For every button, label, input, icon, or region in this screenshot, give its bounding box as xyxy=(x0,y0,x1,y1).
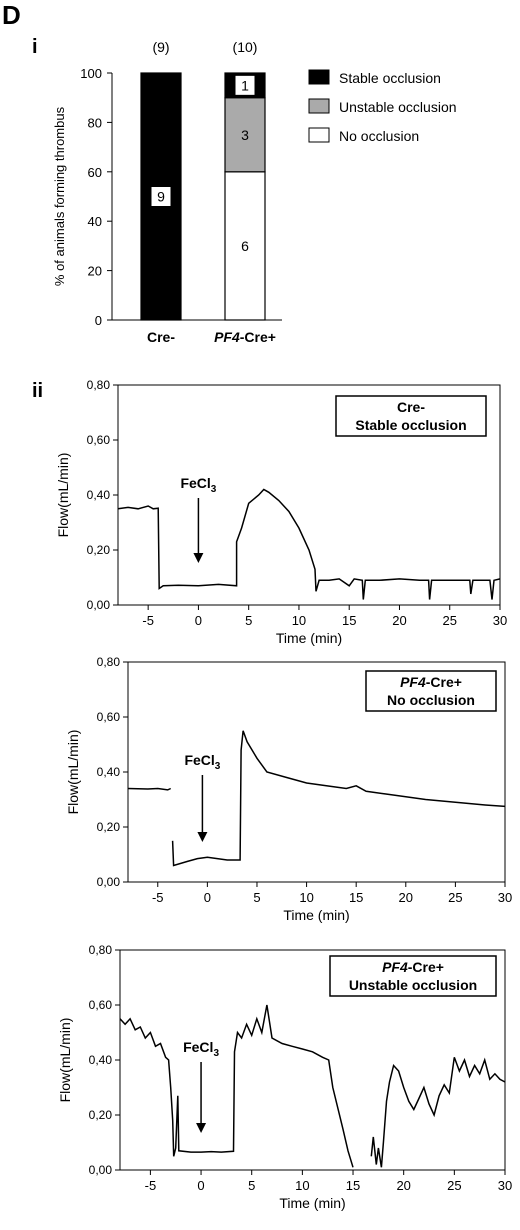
x-tick-label: 25 xyxy=(447,1178,461,1193)
legend-label: No occlusion xyxy=(339,128,419,144)
y-tick-label: 0,60 xyxy=(89,998,113,1012)
x-axis-title: Time (min) xyxy=(279,1195,345,1211)
x-tick-label: 15 xyxy=(342,613,356,628)
y-axis-title: Flow(mL/min) xyxy=(57,1018,73,1103)
y-tick-label: 0,80 xyxy=(87,378,111,392)
bar-value-label: 3 xyxy=(241,127,249,143)
x-tick-label: 20 xyxy=(392,613,406,628)
x-tick-label: 30 xyxy=(498,1178,512,1193)
y-tick-label: 100 xyxy=(80,66,102,81)
x-tick-label: 15 xyxy=(349,890,363,905)
x-tick-label: -5 xyxy=(152,890,164,905)
annotation-arrow-head xyxy=(193,553,204,563)
condition-genotype-label: PF4-Cre+ xyxy=(400,674,462,690)
condition-outcome-label: Stable occlusion xyxy=(355,417,466,433)
x-tick-label: 25 xyxy=(443,613,457,628)
y-tick-label: 0,40 xyxy=(97,765,121,779)
condition-label-box xyxy=(335,395,487,437)
condition-genotype-label: Cre- xyxy=(397,399,425,415)
subpanel-label-i: i xyxy=(32,36,38,58)
legend-swatch xyxy=(308,127,330,143)
condition-label-box xyxy=(365,670,497,712)
x-tick-label: 15 xyxy=(346,1178,360,1193)
y-tick-label: 0,00 xyxy=(97,875,121,889)
y-axis-title: Flow(mL/min) xyxy=(55,453,71,538)
y-axis-title: Flow(mL/min) xyxy=(65,730,81,815)
x-tick-label: 5 xyxy=(245,613,252,628)
x-tick-label: 20 xyxy=(399,890,413,905)
y-tick-label: 60 xyxy=(88,165,102,180)
panel-label: D xyxy=(2,0,21,30)
legend-swatch xyxy=(308,69,330,85)
y-tick-label: 80 xyxy=(88,115,102,130)
fecl3-annotation: FeCl3 xyxy=(183,1039,219,1059)
y-tick-label: 0,40 xyxy=(87,488,111,502)
y-tick-label: 40 xyxy=(88,214,102,229)
y-tick-label: 0,80 xyxy=(97,655,121,669)
bar-segment xyxy=(224,97,266,173)
x-tick-label: 20 xyxy=(396,1178,410,1193)
x-axis-title: Time (min) xyxy=(276,630,342,646)
legend-swatch xyxy=(308,98,330,114)
category-label: Cre- xyxy=(147,329,175,345)
legend-label: Stable occlusion xyxy=(339,70,441,86)
condition-outcome-label: No occlusion xyxy=(387,692,475,708)
flow-trace-line xyxy=(127,787,172,791)
flow-trace-line xyxy=(370,1057,506,1168)
x-tick-label: 10 xyxy=(295,1178,309,1193)
x-tick-label: 0 xyxy=(195,613,202,628)
bar-segment xyxy=(140,72,182,321)
annotation-arrow-head xyxy=(196,1123,207,1133)
annotation-arrow-head xyxy=(197,832,208,842)
y-axis-title: % of animals forming thrombus xyxy=(52,106,67,286)
bar-value-label: 6 xyxy=(241,238,249,254)
fecl3-annotation: FeCl3 xyxy=(180,475,216,495)
x-tick-label: 30 xyxy=(498,890,512,905)
flow-trace-line xyxy=(171,730,506,867)
x-tick-label: 0 xyxy=(204,890,211,905)
bar-segment xyxy=(224,171,266,321)
y-tick-label: 0 xyxy=(95,313,102,328)
x-tick-label: 30 xyxy=(493,613,507,628)
y-tick-label: 0,60 xyxy=(97,710,121,724)
bar-count-label: (10) xyxy=(233,39,258,55)
x-tick-label: 25 xyxy=(448,890,462,905)
subpanel-label-ii: ii xyxy=(32,380,44,402)
x-tick-label: 10 xyxy=(292,613,306,628)
y-tick-label: 20 xyxy=(88,264,102,279)
y-tick-label: 0,60 xyxy=(87,433,111,447)
condition-genotype-label: PF4-Cre+ xyxy=(382,959,444,975)
bar-label-box xyxy=(150,186,172,207)
y-tick-label: 0,20 xyxy=(87,543,111,557)
flow-trace-line xyxy=(119,1004,354,1168)
y-tick-label: 0,20 xyxy=(97,820,121,834)
bar-value-label: 9 xyxy=(157,189,165,205)
legend-label: Unstable occlusion xyxy=(339,99,457,115)
x-tick-label: 5 xyxy=(248,1178,255,1193)
bar-label-box xyxy=(234,74,256,96)
x-tick-label: 10 xyxy=(299,890,313,905)
y-tick-label: 0,40 xyxy=(89,1053,113,1067)
x-tick-label: 0 xyxy=(197,1178,204,1193)
x-tick-label: 5 xyxy=(253,890,260,905)
y-tick-label: 0,80 xyxy=(89,943,113,957)
y-tick-label: 0,00 xyxy=(87,598,111,612)
fecl3-annotation: FeCl3 xyxy=(184,752,220,772)
bar-count-label: (9) xyxy=(152,39,169,55)
y-tick-label: 0,20 xyxy=(89,1108,113,1122)
condition-outcome-label: Unstable occlusion xyxy=(349,977,477,993)
flow-trace-line xyxy=(117,488,501,600)
bar-value-label: 1 xyxy=(241,77,249,93)
category-label: PF4-Cre+ xyxy=(214,329,276,345)
x-axis-title: Time (min) xyxy=(283,907,349,923)
condition-label-box xyxy=(329,955,497,997)
x-tick-label: -5 xyxy=(145,1178,157,1193)
y-tick-label: 0,00 xyxy=(89,1163,113,1177)
x-tick-label: -5 xyxy=(142,613,154,628)
